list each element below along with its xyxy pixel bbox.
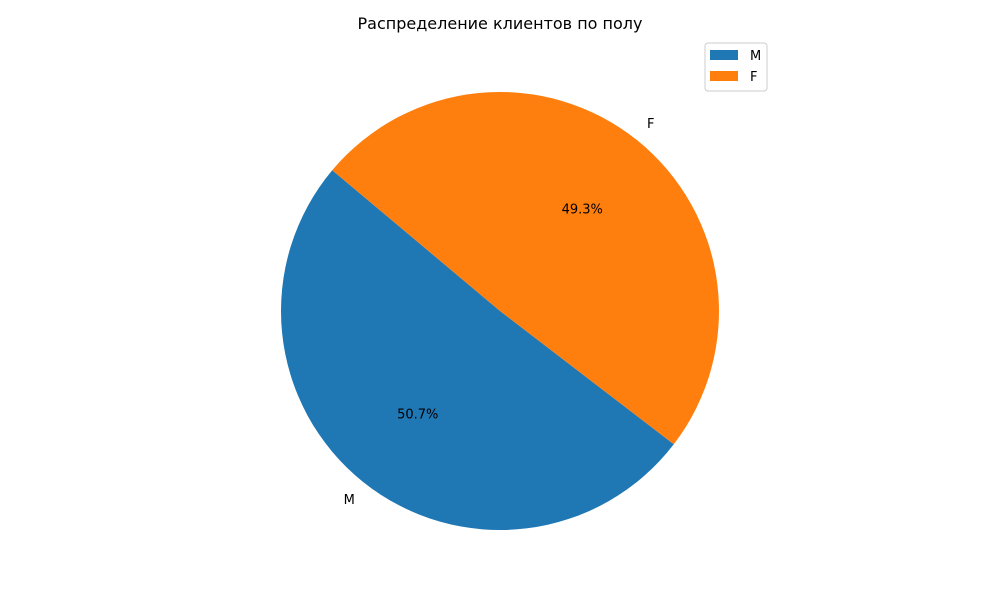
- legend-label-f: F: [750, 70, 757, 85]
- slice-label-f: F: [647, 117, 654, 132]
- pie-slice-m: [280, 170, 674, 531]
- legend-swatch-f: [710, 71, 738, 81]
- legend-swatch-m: [710, 50, 738, 60]
- chart-title: Распределение клиентов по полу: [358, 14, 643, 33]
- slice-label-m: M: [344, 493, 355, 508]
- pie-slice-f: [332, 92, 719, 445]
- pct-label-m: 50.7%: [397, 407, 438, 422]
- pct-label-f: 49.3%: [562, 203, 603, 218]
- legend: M F: [704, 42, 768, 92]
- legend-label-m: M: [750, 49, 761, 64]
- pie-group: M 50.7% F 49.3%: [280, 92, 719, 531]
